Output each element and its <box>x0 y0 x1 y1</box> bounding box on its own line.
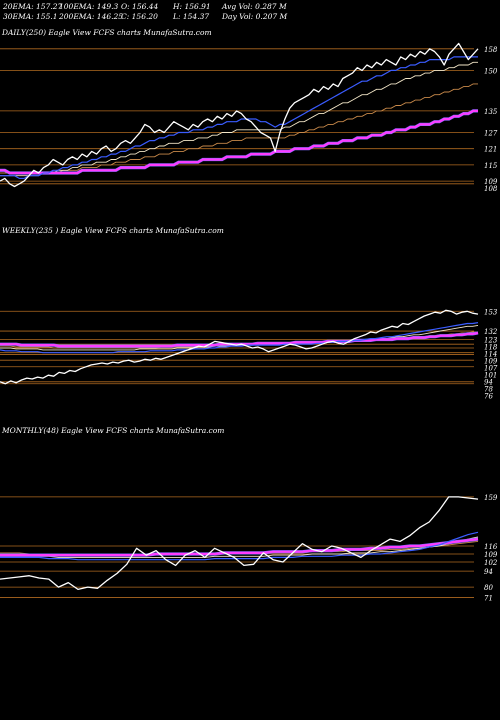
daily-panel-label: DAILY(250) Eagle View FCFS charts Munafa… <box>2 28 212 37</box>
stat-high: H: 156.91 <box>173 2 211 11</box>
stat-open: O: 156.44 <box>121 2 159 11</box>
daily-series-ema_fast <box>0 56 478 179</box>
monthly-tick-label: 109 <box>484 551 498 559</box>
monthly-tick-label: 94 <box>484 568 493 576</box>
daily-tick-label: 115 <box>484 162 498 170</box>
monthly-tick-label: 102 <box>484 559 498 567</box>
weekly-tick-label: 132 <box>484 328 498 336</box>
monthly-tick-label: 159 <box>484 494 498 502</box>
daily-tick-label: 150 <box>484 67 498 75</box>
daily-tick-label: 108 <box>484 185 498 193</box>
stat-avg-vol: Avg Vol: 0.287 M <box>222 2 287 11</box>
weekly-tick-label: 118 <box>484 344 498 352</box>
stat-100ema: 100EMA: 149.3 <box>59 2 119 11</box>
monthly-tick-label: 116 <box>484 543 498 551</box>
weekly-series-ema_fast <box>0 322 479 354</box>
weekly-panel-label: WEEKLY(235 ) Eagle View FCFS charts Muna… <box>2 226 224 235</box>
weekly-tick-label: 107 <box>484 365 498 373</box>
daily-series-ema_slow <box>0 83 478 174</box>
daily-tick-label: 158 <box>484 46 498 54</box>
monthly-series-ema_long <box>0 538 479 557</box>
weekly-tick-label: 153 <box>484 308 498 316</box>
monthly-series-price <box>0 496 479 591</box>
monthly-series-ema_mid <box>0 536 479 558</box>
daily-tick-label: 121 <box>484 146 497 154</box>
weekly-tick-label: 101 <box>484 372 497 380</box>
weekly-tick-label: 78 <box>484 386 493 394</box>
monthly-tick-label: 71 <box>484 594 493 602</box>
daily-tick-label: 135 <box>484 108 498 116</box>
daily-tick-label: 127 <box>484 130 498 138</box>
stat-20ema: 20EMA: 157.27 <box>3 2 63 11</box>
weekly-tick-label: 94 <box>484 379 493 387</box>
stat-day-vol: Day Vol: 0.207 M <box>222 12 288 21</box>
daily-series-ema_long <box>0 109 478 175</box>
weekly-series-price <box>0 309 479 385</box>
stat-30ema: 30EMA: 155.1 <box>3 12 58 21</box>
stat-close: C: 156.20 <box>121 12 158 21</box>
header-stats: 20EMA: 157.27 100EMA: 149.3 O: 156.44 H:… <box>3 2 303 22</box>
weekly-tick-label: 76 <box>484 393 493 401</box>
daily-tick-label: 109 <box>484 178 498 186</box>
monthly-panel-label: MONTHLY(48) Eagle View FCFS charts Munaf… <box>2 426 225 435</box>
daily-series-price <box>0 42 479 188</box>
weekly-tick-label: 109 <box>484 358 498 366</box>
stat-200ema: 200EMA: 146.25 <box>59 12 124 21</box>
stat-low: L: 154.37 <box>173 12 210 21</box>
weekly-tick-label: 114 <box>484 351 497 359</box>
weekly-tick-label: 123 <box>484 337 498 345</box>
monthly-series-ema_fast <box>0 531 479 561</box>
monthly-tick-label: 80 <box>484 584 493 592</box>
daily-series-ema_mid <box>0 61 478 177</box>
